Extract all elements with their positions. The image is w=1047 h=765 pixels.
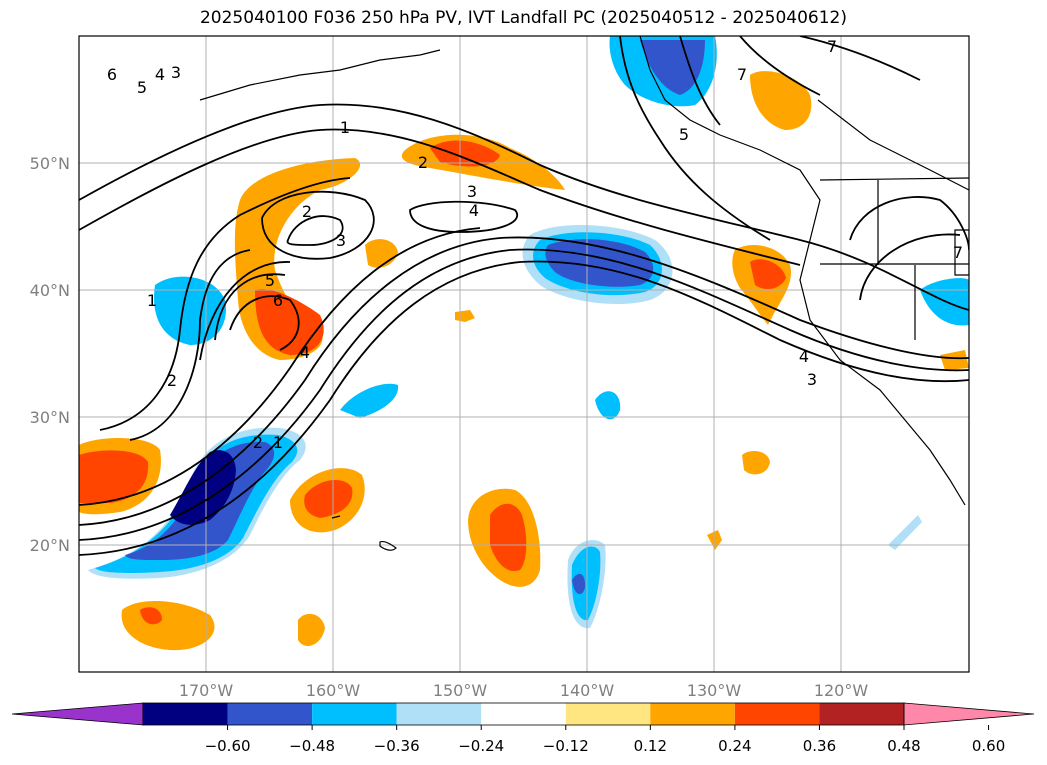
positive-anomaly-region	[750, 259, 786, 290]
contour-label: 1	[147, 291, 157, 310]
colorbar: −0.60 −0.48 −0.36 −0.24 −0.12 0.12 0.24 0.36 0.4…	[11, 702, 1035, 755]
contour-label: 4	[469, 201, 479, 220]
negative-anomaly-region	[571, 546, 601, 621]
colorbar-bin	[396, 703, 482, 725]
positive-anomaly-region	[940, 350, 969, 370]
lon-label: 120°W	[814, 681, 869, 700]
colorbar-bin	[565, 703, 651, 725]
contour-label: 7	[827, 37, 837, 56]
negative-anomaly-region	[170, 450, 236, 525]
lon-label: 140°W	[560, 681, 615, 700]
lon-label: 150°W	[433, 681, 488, 700]
ivt-shading	[79, 36, 969, 651]
colorbar-tick-label: −0.36	[374, 737, 420, 755]
contour-label: 1	[273, 433, 283, 452]
positive-anomaly-region	[298, 613, 325, 647]
contour-label: 3	[807, 370, 817, 389]
positive-anomaly-region	[79, 450, 149, 503]
positive-anomaly-region	[455, 310, 475, 322]
colorbar-tick-label: 0.12	[634, 737, 667, 755]
positive-anomaly-region	[121, 600, 215, 651]
positive-anomaly-region	[742, 450, 770, 475]
contour-label: 5	[265, 271, 275, 290]
contour-label: 6	[107, 65, 117, 84]
graticule	[79, 36, 969, 672]
colorbar-tick-label: −0.60	[205, 737, 251, 755]
lat-label: 30°N	[30, 408, 70, 427]
contour-label: 7	[953, 243, 963, 262]
positive-anomaly-region	[490, 503, 527, 571]
contour-label: 4	[799, 347, 809, 366]
colorbar-tick-label: 0.48	[887, 737, 920, 755]
positive-anomaly-region	[430, 140, 500, 167]
lon-label: 160°W	[306, 681, 361, 700]
positive-anomaly-region	[255, 289, 324, 355]
contour-label: 4	[155, 65, 165, 84]
contour-label: 5	[137, 78, 147, 97]
lon-label: 170°W	[179, 681, 234, 700]
negative-anomaly-region	[572, 573, 586, 595]
colorbar-bin	[650, 703, 735, 725]
colorbar-bin	[227, 703, 313, 725]
positive-anomaly-region	[750, 71, 812, 130]
negative-anomaly-region	[545, 239, 654, 287]
negative-anomaly-region	[595, 391, 621, 420]
negative-anomaly-region	[640, 40, 705, 95]
contour-label: 2	[418, 153, 428, 172]
positive-anomaly-region	[304, 479, 353, 518]
colorbar-tick-label: −0.48	[289, 737, 335, 755]
colorbar-tick-label: −0.12	[543, 737, 589, 755]
contour-label: 7	[737, 65, 747, 84]
contour-label: 2	[253, 433, 263, 452]
contour-label: 1	[340, 118, 350, 137]
colorbar-bin	[143, 703, 228, 725]
colorbar-bin	[312, 703, 397, 725]
colorbar-tick-label: −0.24	[458, 737, 504, 755]
lat-label: 50°N	[30, 154, 70, 173]
contour-label: 4	[300, 343, 310, 362]
contour-label: 3	[467, 182, 477, 201]
colorbar-extend-low	[11, 702, 144, 726]
map-frame	[78, 35, 970, 673]
contour-label: 2	[302, 202, 312, 221]
lat-label: 40°N	[30, 281, 70, 300]
map-title: 2025040100 F036 250 hPa PV, IVT Landfall…	[199, 8, 847, 28]
colorbar-bin	[819, 703, 904, 725]
pv-contours	[79, 36, 969, 556]
lat-label: 20°N	[30, 536, 70, 555]
colorbar-bin	[481, 703, 566, 725]
colorbar-bin	[734, 703, 820, 725]
negative-anomaly-region	[340, 383, 399, 418]
contour-label: 2	[167, 371, 177, 390]
contour-label: 3	[336, 231, 346, 250]
contour-label: 5	[679, 125, 689, 144]
lon-label: 130°W	[687, 681, 742, 700]
contour-label: 3	[171, 63, 181, 82]
positive-anomaly-region	[140, 607, 162, 625]
colorbar-extend-high	[903, 702, 1035, 726]
colorbar-tick-label: 0.60	[972, 737, 1005, 755]
colorbar-outline	[142, 702, 905, 726]
contour-label: 6	[273, 291, 283, 310]
negative-anomaly-region	[888, 515, 922, 550]
colorbar-tick-label: 0.24	[718, 737, 751, 755]
positive-anomaly-region	[365, 239, 398, 268]
colorbar-tick-label: 0.36	[803, 737, 836, 755]
